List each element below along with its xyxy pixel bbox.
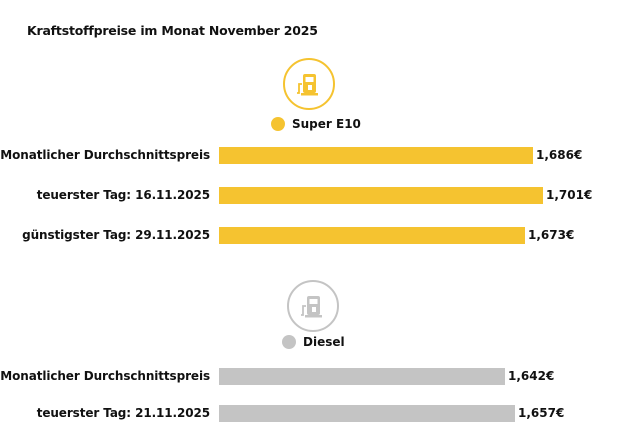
legend-label-diesel: Diesel [303,335,345,349]
legend-diesel: Diesel [282,335,345,349]
bar-label: Monatlicher Durchschnittspreis [0,369,210,383]
fuel-pump-icon [283,58,335,110]
bar-value-label: 1,657€ [518,406,565,420]
bar-super-e10-average [219,147,533,164]
chart-title: Kraftstoffpreise im Monat November 2025 [27,23,318,38]
legend-label-super-e10: Super E10 [292,117,361,131]
legend-dot-diesel [282,335,296,349]
bar-label: Monatlicher Durchschnittspreis [0,148,210,162]
bar-value-label: 1,642€ [508,369,555,383]
bar-value-label: 1,673€ [528,228,575,242]
bar-value-label: 1,686€ [536,148,583,162]
bar-diesel-average [219,368,505,385]
legend-super-e10: Super E10 [271,117,361,131]
bar-diesel-max [219,405,515,422]
bar-value-label: 1,701€ [546,188,593,202]
diesel-pump-icon [287,280,339,332]
bar-label: günstigster Tag: 29.11.2025 [22,228,210,242]
bar-label: teuerster Tag: 21.11.2025 [36,406,210,420]
bar-super-e10-min [219,227,525,244]
legend-dot-super-e10 [271,117,285,131]
bar-super-e10-max [219,187,543,204]
bar-label: teuerster Tag: 16.11.2025 [36,188,210,202]
